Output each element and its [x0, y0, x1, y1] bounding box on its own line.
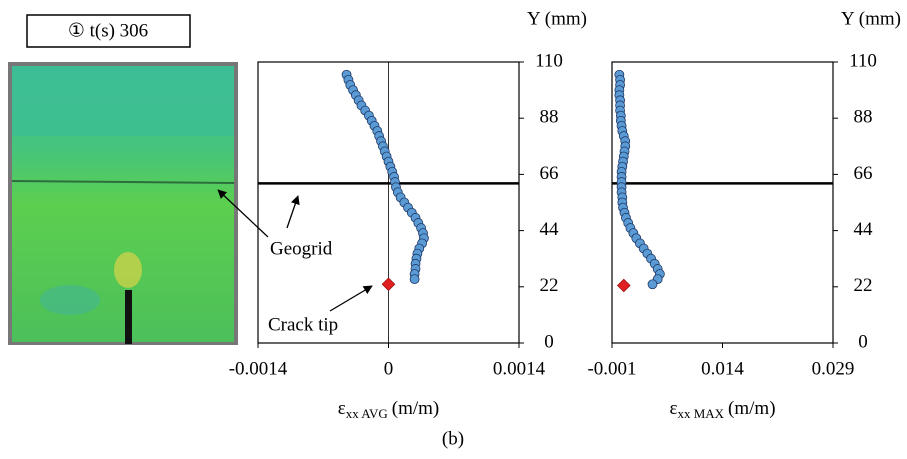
arrow [286, 195, 300, 229]
x-tick-label: -0.0014 [229, 358, 288, 379]
caption: (b) [442, 428, 464, 449]
x-tick-label: 0.014 [701, 358, 744, 379]
plot-frame [611, 61, 834, 344]
data-point [647, 279, 658, 290]
label-box [26, 14, 191, 48]
x-tick-label: 0 [384, 358, 394, 379]
x-label-unit: (m/m) [392, 398, 440, 419]
x-label-unit: (m/m) [728, 398, 776, 419]
y-tick-label: 88 [854, 107, 873, 128]
y-tick-label: 0 [858, 331, 868, 352]
y-tick-label: 22 [540, 275, 559, 296]
specimen-photo [8, 62, 238, 345]
y-tick-label: 66 [854, 163, 873, 184]
arrow [329, 285, 373, 312]
y-tick-label: 66 [540, 163, 559, 184]
y-tick-label: 0 [544, 331, 554, 352]
y-tick-label: 44 [540, 219, 560, 240]
crack-tip-marker [616, 278, 631, 293]
y-axis-label: Y (mm) [841, 8, 901, 29]
x-label-symbol: ε [669, 398, 677, 419]
arrow [217, 189, 269, 238]
y-tick-label: 110 [535, 50, 563, 71]
annotation: Crack tip [268, 314, 338, 335]
y-axis-label: Y (mm) [527, 8, 587, 29]
y-tick-label: 110 [849, 50, 877, 71]
x-label-symbol: ε [338, 398, 346, 419]
annotation: Geogrid [270, 238, 333, 259]
x-axis-label: εxx AVG (m/m) [338, 398, 440, 421]
x-tick-label: 0.029 [812, 358, 855, 379]
x-label-subscript: xx MAX [677, 406, 724, 421]
figure-label: ① t(s) 306 [68, 20, 148, 41]
x-tick-label: 0.0014 [493, 358, 546, 379]
x-label-subscript: xx AVG [346, 406, 388, 421]
x-tick-label: -0.001 [587, 358, 636, 379]
data-point [409, 274, 420, 285]
y-tick-label: 44 [854, 219, 874, 240]
x-axis-label: εxx MAX (m/m) [669, 398, 775, 421]
crack-tip-marker [381, 277, 396, 292]
y-tick-label: 88 [540, 107, 559, 128]
y-tick-label: 22 [854, 275, 873, 296]
